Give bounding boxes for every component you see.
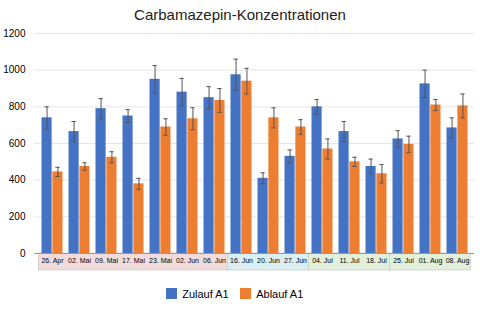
html-text:Ablauf A1: Ablauf A1: [256, 287, 304, 300]
svg-text:0: 0: [20, 248, 26, 259]
svg-text:09. Mai: 09. Mai: [95, 257, 118, 264]
svg-text:16. Jun: 16. Jun: [230, 257, 253, 264]
svg-text:400: 400: [9, 174, 26, 185]
svg-text:17. Mai: 17. Mai: [122, 257, 145, 264]
svg-text:02. Mai: 02. Mai: [68, 257, 91, 264]
svg-text:08. Aug: 08. Aug: [446, 257, 470, 265]
svg-text:02. Jun: 02. Jun: [176, 257, 199, 264]
svg-text:27. Jun: 27. Jun: [284, 257, 307, 264]
svg-text:23. Mai: 23. Mai: [149, 257, 172, 264]
svg-text:01. Aug: 01. Aug: [419, 257, 443, 265]
svg-text:06. Jun: 06. Jun: [203, 257, 226, 264]
svg-text:26. Apr: 26. Apr: [41, 257, 64, 265]
html-text:Carbamazepin-Konzentrationen: Carbamazepin-Konzentrationen: [134, 6, 346, 23]
svg-text:600: 600: [9, 138, 26, 149]
svg-text:25. Jul: 25. Jul: [393, 257, 414, 264]
svg-text:200: 200: [9, 211, 26, 222]
svg-text:18. Jul: 18. Jul: [366, 257, 387, 264]
svg-text:1200: 1200: [3, 28, 26, 39]
svg-text:11. Jul: 11. Jul: [339, 257, 360, 264]
svg-text:800: 800: [9, 101, 26, 112]
svg-text:20. Jun: 20. Jun: [257, 257, 280, 264]
html-text:Zulauf A1: Zulauf A1: [182, 287, 229, 300]
svg-text:04. Jul: 04. Jul: [312, 257, 333, 264]
svg-text:1000: 1000: [3, 64, 26, 75]
